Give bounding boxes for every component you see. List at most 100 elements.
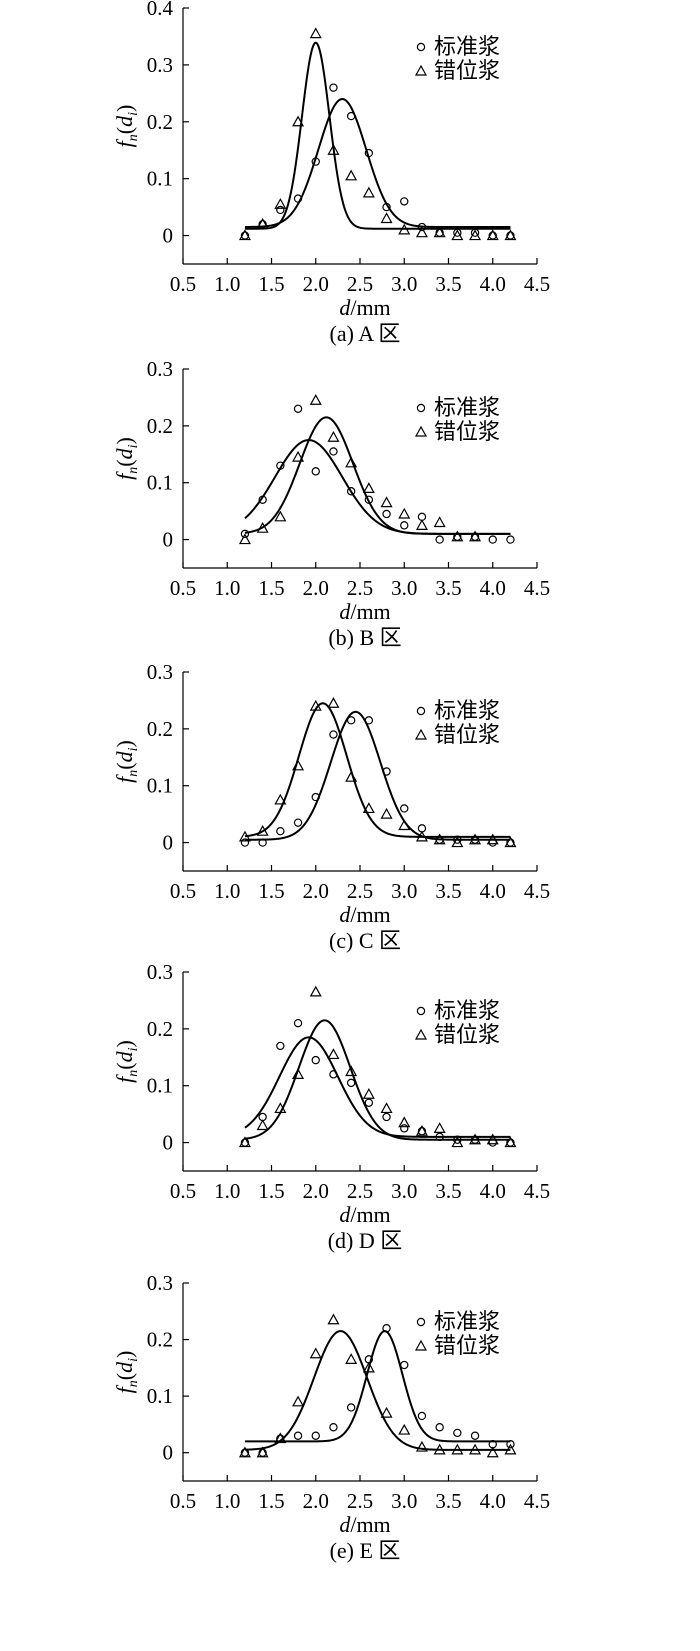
triangle-marker xyxy=(415,226,428,238)
circle-marker xyxy=(506,1440,515,1449)
circle-marker xyxy=(488,838,497,847)
x-tick-label: 3.0 xyxy=(391,272,417,296)
x-axis-label: d/mm xyxy=(339,1512,390,1537)
data-point-triangle xyxy=(415,519,428,530)
data-point-circle xyxy=(364,495,374,504)
data-point-circle xyxy=(488,838,497,847)
x-tick-label: 2.0 xyxy=(303,1179,329,1203)
data-point-triangle xyxy=(451,229,464,241)
data-point-circle xyxy=(435,1423,444,1432)
circle-marker xyxy=(346,1403,356,1412)
data-point-circle xyxy=(346,716,356,725)
triangle-marker xyxy=(486,1446,499,1458)
triangle-marker xyxy=(486,1133,499,1145)
data-point-circle xyxy=(417,1411,427,1421)
circle-marker xyxy=(506,535,515,544)
triangle-marker xyxy=(415,1440,428,1452)
circle-marker xyxy=(400,521,409,530)
circle-marker xyxy=(488,1138,497,1147)
panel-label: (e) E 区 xyxy=(330,1538,401,1563)
data-point-triangle xyxy=(256,1119,269,1131)
legend-label: 标准浆 xyxy=(434,999,500,1024)
data-point-triangle xyxy=(256,1446,269,1458)
triangle-marker xyxy=(274,510,287,522)
legend-label: 错位浆 xyxy=(434,1023,500,1048)
fit-curve-triangle xyxy=(244,702,511,838)
y-tick-label: 0.4 xyxy=(147,0,174,20)
data-point-triangle xyxy=(469,229,482,241)
data-point-triangle xyxy=(451,530,464,542)
data-point-triangle xyxy=(292,1068,305,1079)
circle-marker xyxy=(276,205,285,215)
x-tick-label: 0.5 xyxy=(170,879,196,903)
data-point-circle xyxy=(435,535,444,544)
triangle-marker xyxy=(433,1443,446,1455)
triangle-marker xyxy=(256,217,269,229)
data-point-triangle xyxy=(345,1353,358,1364)
legend-label: 标准浆 xyxy=(434,699,500,724)
triangle-marker xyxy=(327,697,340,708)
data-point-triangle xyxy=(362,482,375,493)
data-point-triangle xyxy=(362,186,375,198)
data-point-triangle xyxy=(433,1443,446,1455)
data-point-triangle xyxy=(238,830,251,842)
chart-panel-e: 0.5 1.0 1.5 2.0 2.5 3.0 3.5 4.0 4.5 0 0.1 0.2 0.3 d/m… xyxy=(112,1271,550,1563)
data-point-circle xyxy=(364,148,374,158)
chart-panel-b: 0.5 1.0 1.5 2.0 2.5 3.0 3.5 4.0 4.5 0 0.1 0.2 0.3 d/m… xyxy=(112,357,550,650)
data-point-triangle xyxy=(398,223,411,235)
chart-panel-d: 0.5 1.0 1.5 2.0 2.5 3.0 3.5 4.0 4.5 0 0.1 0.2 0.3 d/m… xyxy=(112,960,550,1253)
triangle-marker xyxy=(238,1136,251,1148)
data-point-circle xyxy=(382,1112,391,1122)
data-point-triangle xyxy=(433,1122,446,1133)
x-tick-label: 4.5 xyxy=(524,879,550,903)
legend-marker-circle xyxy=(416,42,426,52)
y-tick-label: 0.2 xyxy=(147,1328,173,1352)
triangle-marker xyxy=(469,229,482,241)
data-point-triangle xyxy=(415,1124,428,1136)
x-tick-label: 2.5 xyxy=(347,576,373,600)
data-point-triangle xyxy=(309,985,322,997)
circle-marker xyxy=(416,706,426,716)
x-tick-label: 4.0 xyxy=(480,272,506,296)
circle-marker xyxy=(364,148,374,158)
data-point-triangle xyxy=(380,212,393,224)
data-point-circle xyxy=(329,730,338,739)
x-tick-label: 4.0 xyxy=(480,879,506,903)
x-tick-label: 2.0 xyxy=(303,272,329,296)
data-point-circle xyxy=(311,157,320,166)
data-point-triangle xyxy=(451,1443,464,1455)
x-tick-label: 3.5 xyxy=(435,272,461,296)
y-tick-label: 0.1 xyxy=(147,471,173,495)
triangle-marker xyxy=(398,819,411,831)
circle-marker xyxy=(240,529,250,539)
circle-marker xyxy=(329,1423,338,1432)
data-point-circle xyxy=(400,1360,409,1370)
triangle-marker xyxy=(398,1423,411,1435)
triangle-marker xyxy=(362,482,375,493)
x-axis-label: d/mm xyxy=(339,295,390,320)
data-point-triangle xyxy=(362,802,375,814)
x-tick-label: 3.0 xyxy=(391,576,417,600)
x-tick-label: 2.5 xyxy=(347,1179,373,1203)
data-point-triangle xyxy=(292,759,305,771)
x-axis-label: d/mm xyxy=(339,599,390,624)
circle-marker xyxy=(258,838,267,847)
data-point-triangle xyxy=(415,1440,428,1452)
triangle-marker xyxy=(238,830,251,842)
data-point-circle xyxy=(400,197,409,206)
data-point-triangle xyxy=(327,1048,340,1060)
x-tick-label: 1.0 xyxy=(214,1179,240,1203)
y-tick-label: 0 xyxy=(163,528,174,552)
triangle-marker xyxy=(380,212,393,224)
data-point-triangle xyxy=(451,836,464,848)
data-point-triangle xyxy=(380,496,393,508)
triangle-marker xyxy=(292,1395,305,1407)
triangle-marker xyxy=(309,699,322,711)
data-point-triangle xyxy=(398,1423,411,1435)
y-axis-label: fn(di) xyxy=(112,437,141,480)
circle-marker xyxy=(258,495,267,504)
data-point-circle xyxy=(382,767,391,776)
triangle-marker xyxy=(433,1122,446,1133)
triangle-marker xyxy=(274,793,287,805)
triangle-marker xyxy=(451,836,464,848)
